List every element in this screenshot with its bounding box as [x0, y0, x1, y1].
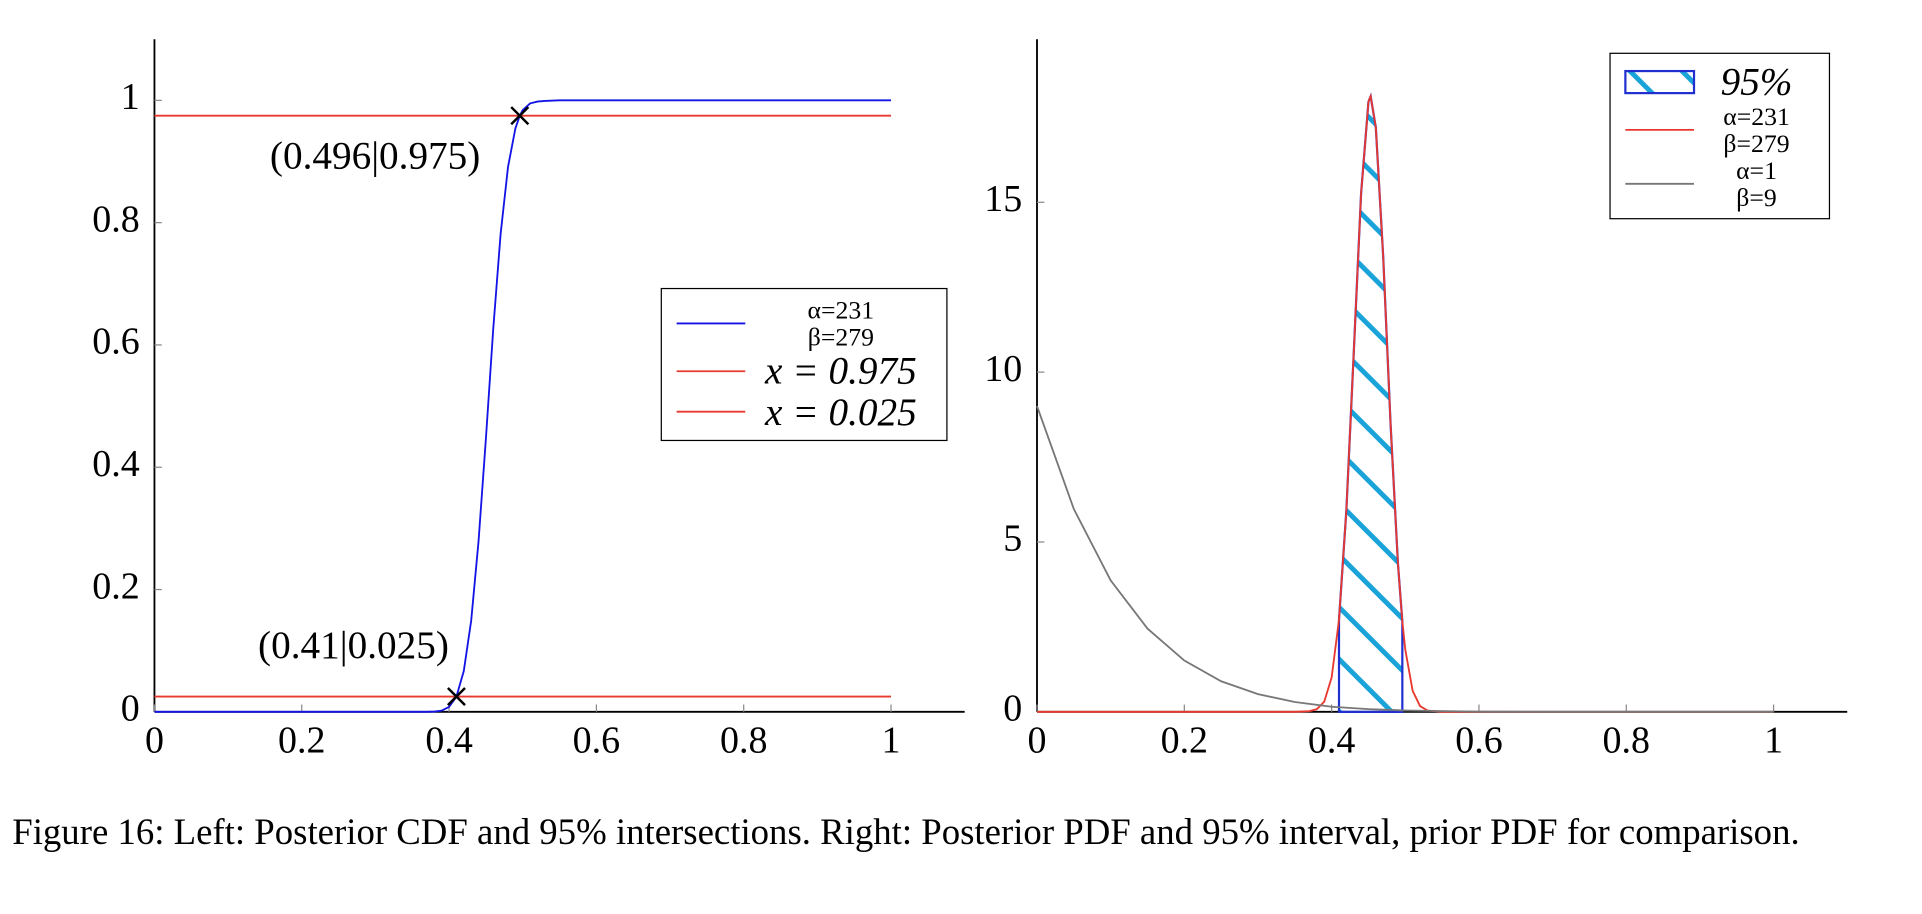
legend-swatch — [676, 411, 746, 414]
x-tick-label: 1 — [882, 719, 901, 761]
y-tick-label: 0.6 — [92, 321, 139, 363]
y-tick-label: 0 — [1003, 688, 1022, 730]
y-tick-label: 1 — [121, 76, 140, 118]
legend-swatch — [1625, 182, 1695, 185]
intersection-marker — [510, 106, 530, 126]
x-tick-label: 0 — [1027, 719, 1046, 761]
legend-entry: x = 0.025 — [674, 389, 934, 434]
legend: α=231 β=279 x = 0.975 x = 0.025 — [660, 287, 948, 442]
legend-swatch — [1624, 69, 1696, 94]
series-line — [1037, 92, 1774, 713]
x-tick-label: 0.8 — [720, 719, 767, 761]
x-tick-label: 0.4 — [425, 719, 472, 761]
figure-caption: Figure 16: Left: Posterior CDF and 95% i… — [12, 812, 1800, 853]
y-tick-label: 0.8 — [92, 198, 139, 240]
intersection-marker — [446, 687, 466, 706]
y-tick-label: 10 — [984, 348, 1022, 390]
x-tick-label: 0.4 — [1308, 719, 1355, 761]
legend-entry: α=1 β=9 — [1623, 156, 1817, 210]
x-tick-label: 0.8 — [1603, 719, 1650, 761]
legend-swatch-area — [1624, 69, 1696, 94]
legend-label: α=231 β=279 — [1723, 101, 1790, 158]
legend-entry: x = 0.975 — [674, 348, 934, 393]
y-tick-label: 0 — [121, 688, 140, 730]
y-tick-label: 0.2 — [92, 565, 139, 607]
series-line — [154, 99, 892, 713]
legend-entry: α=231 β=279 — [1623, 102, 1817, 156]
legend-swatch — [676, 370, 746, 373]
legend-label: 95% — [1720, 58, 1793, 103]
interval-area — [1337, 92, 1404, 713]
x-tick-label: 0.2 — [278, 719, 325, 761]
legend-entry: 95% — [1623, 61, 1817, 102]
legend-entry: α=231 β=279 — [674, 295, 934, 352]
y-tick-label: 5 — [1003, 518, 1022, 560]
series-line — [1036, 405, 1774, 713]
legend-label: α=231 β=279 — [807, 295, 875, 352]
x-tick-label: 0.6 — [1455, 719, 1502, 761]
y-tick-label: 0.4 — [92, 443, 139, 485]
chart: 0 0.2 0.4 0.6 0.8 100.20.40.60.81(0.496|0.975… — [92, 39, 1848, 761]
legend-label: x = 0.975 — [764, 348, 917, 393]
legend-swatch — [1625, 128, 1695, 131]
annotation: (0.496|0.975) — [270, 135, 480, 178]
legend: 95% α=231 β=279 α=1 β=9 — [1609, 52, 1831, 220]
x-tick-label: 0.2 — [1161, 719, 1208, 761]
annotation: (0.41|0.025) — [258, 624, 449, 667]
legend-label: α=1 β=9 — [1736, 155, 1777, 212]
legend-label: x = 0.025 — [764, 389, 917, 434]
x-tick-label: 0 — [145, 719, 164, 761]
x-tick-label: 0.6 — [573, 719, 620, 761]
y-tick-label: 15 — [984, 178, 1022, 220]
legend-swatch — [676, 322, 746, 325]
x-tick-label: 1 — [1764, 719, 1783, 761]
